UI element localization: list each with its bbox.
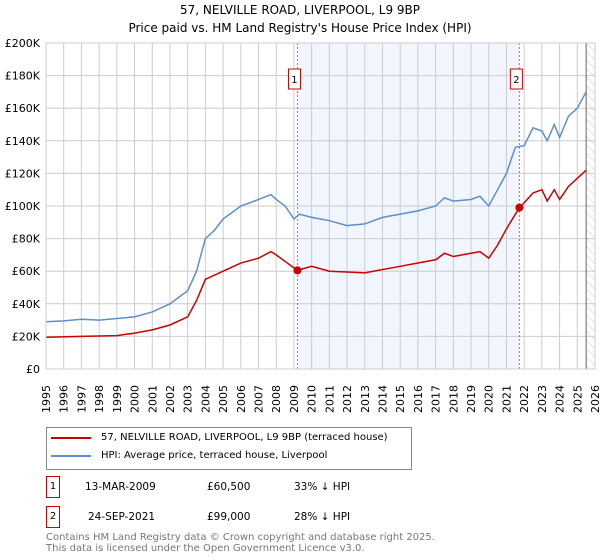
x-tick-label: 1998 [93, 385, 106, 413]
legend-label-property: 57, NELVILLE ROAD, LIVERPOOL, L9 9BP (te… [101, 432, 388, 443]
x-tick-label: 1997 [75, 385, 88, 413]
x-tick-label: 2026 [589, 385, 600, 413]
x-tick-label: 2022 [518, 385, 531, 413]
y-tick-label: £120K [5, 167, 41, 180]
x-tick-label: 2020 [483, 385, 496, 413]
x-tick-label: 2005 [217, 385, 230, 413]
y-tick-label: £200K [5, 37, 41, 50]
sale-hpi-diff: 33% ↓ HPI [294, 481, 351, 493]
y-tick-label: £40K [12, 298, 41, 311]
y-tick-label: £60K [12, 265, 41, 278]
x-tick-label: 2009 [288, 385, 301, 413]
sale-marker-box [509, 68, 523, 90]
price-chart: 57, NELVILLE ROAD, LIVERPOOL, L9 9BP Pri… [5, 3, 600, 413]
footer-licence: This data is licensed under the Open Gov… [46, 543, 365, 554]
y-tick-label: £180K [5, 70, 41, 83]
x-tick-label: 2018 [447, 385, 460, 413]
y-tick-label: £160K [5, 102, 41, 115]
y-tick-label: £80K [12, 233, 41, 246]
x-tick-label: 1996 [58, 385, 71, 413]
x-tick-label: 1995 [40, 385, 53, 413]
sale-price: £99,000 [207, 511, 251, 523]
sale-marker-box [287, 68, 301, 90]
sale-price: £60,500 [207, 481, 251, 493]
property-price-line [45, 169, 587, 338]
x-tick-label: 2016 [412, 385, 425, 413]
sale-marker-label: 1 [291, 75, 297, 86]
sale-row: 2 24-SEP-2021 £99,000 28% ↓ HPI [46, 506, 350, 528]
sale-point [293, 266, 302, 275]
x-tick-label: 2013 [359, 385, 372, 413]
chart-subtitle: Price paid vs. HM Land Registry's House … [128, 21, 471, 35]
legend-swatch-property [51, 436, 91, 439]
legend-swatch-hpi [51, 454, 91, 457]
x-tick-label: 2023 [536, 385, 549, 413]
x-tick-label: 2012 [341, 385, 354, 413]
sale-point [515, 203, 524, 212]
x-tick-label: 2007 [253, 385, 266, 413]
plot-frame [45, 42, 596, 370]
footer-copyright: Contains HM Land Registry data © Crown c… [46, 532, 435, 543]
x-tick-label: 2011 [323, 385, 336, 413]
x-tick-label: 2010 [306, 385, 319, 413]
sale-date: 24-SEP-2021 [88, 511, 156, 523]
x-tick-label: 2014 [376, 385, 389, 413]
sale-row: 1 13-MAR-2009 £60,500 33% ↓ HPI [46, 476, 350, 498]
x-tick-label: 2019 [465, 385, 478, 413]
chart-title: 57, NELVILLE ROAD, LIVERPOOL, L9 9BP [180, 3, 420, 17]
x-tick-label: 2025 [571, 385, 584, 413]
x-tick-label: 1999 [111, 385, 124, 413]
x-tick-label: 2002 [164, 385, 177, 413]
footer: Contains HM Land Registry data © Crown c… [46, 532, 435, 554]
legend: 57, NELVILLE ROAD, LIVERPOOL, L9 9BP (te… [46, 427, 412, 470]
sale-badge: 1 [46, 476, 60, 498]
y-tick-label: £140K [5, 135, 41, 148]
sale-hpi-diff: 28% ↓ HPI [294, 511, 351, 523]
x-tick-label: 2024 [554, 385, 567, 413]
sale-marker-label: 2 [513, 75, 519, 86]
x-tick-label: 2006 [235, 385, 248, 413]
hpi-line [45, 91, 587, 323]
sale-badge: 2 [46, 506, 60, 528]
sale-date: 13-MAR-2009 [85, 481, 156, 493]
y-tick-label: £0 [26, 363, 40, 376]
x-tick-label: 2003 [182, 385, 195, 413]
x-tick-label: 2000 [129, 385, 142, 413]
x-tick-label: 2008 [270, 385, 283, 413]
y-tick-label: £100K [5, 200, 41, 213]
y-tick-label: £20K [12, 330, 41, 343]
x-tick-label: 2001 [146, 385, 159, 413]
x-tick-label: 2004 [199, 385, 212, 413]
x-tick-label: 2017 [430, 385, 443, 413]
x-tick-label: 2021 [500, 385, 513, 413]
x-tick-label: 2015 [394, 385, 407, 413]
legend-label-hpi: HPI: Average price, terraced house, Live… [101, 450, 328, 461]
